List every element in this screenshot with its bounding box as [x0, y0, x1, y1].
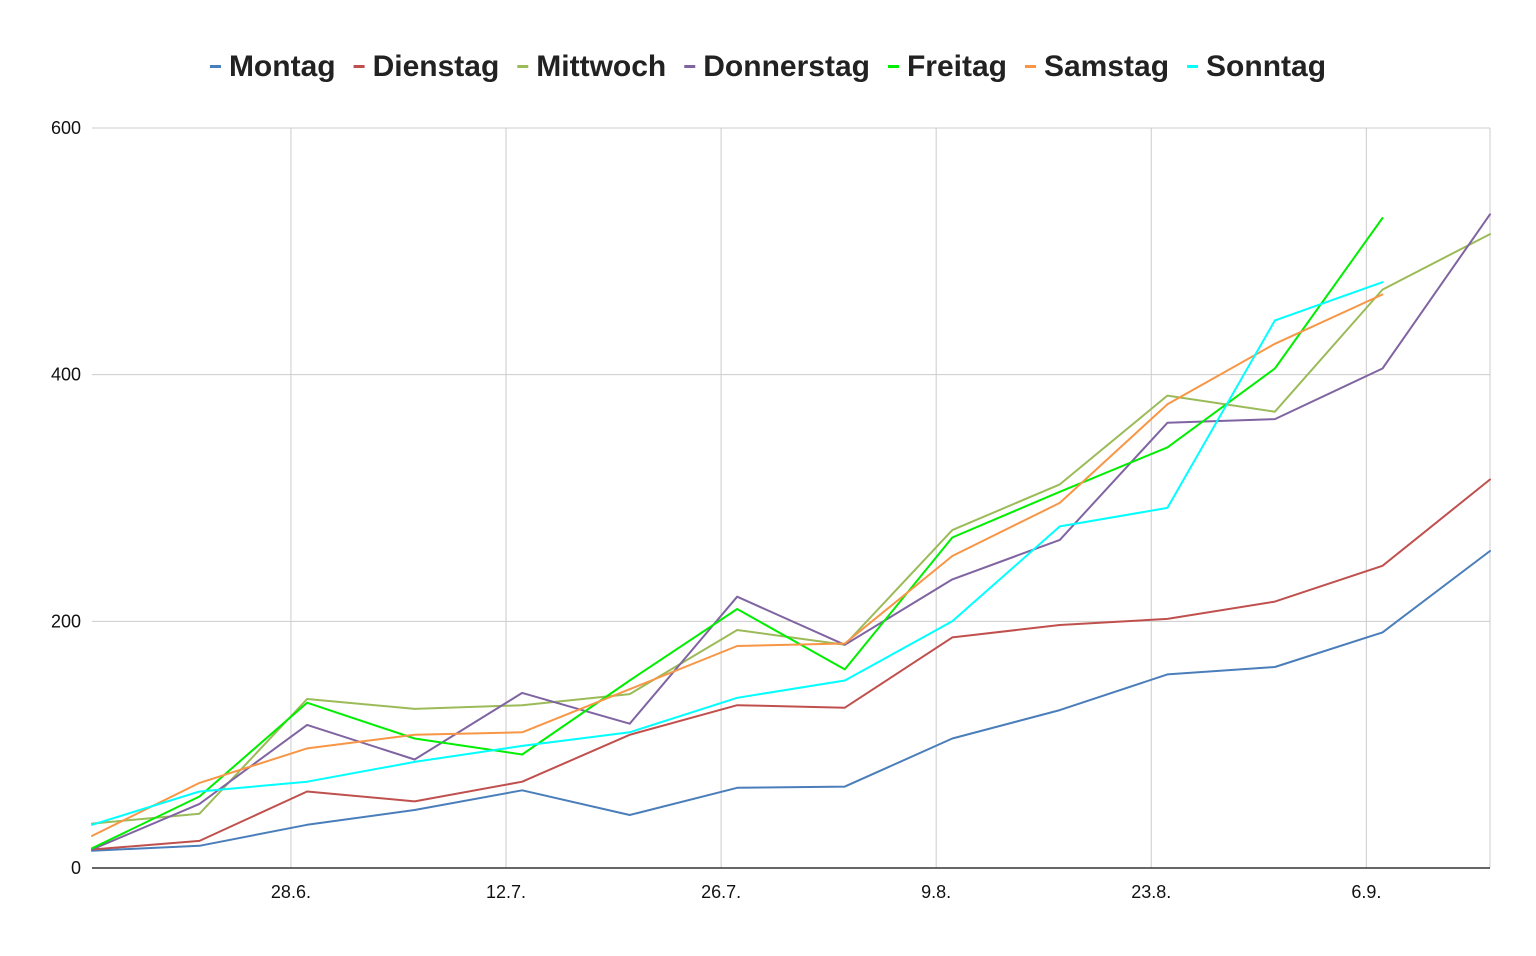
y-tick-label: 0: [71, 858, 81, 878]
legend-marker: [517, 65, 529, 68]
y-tick-label: 600: [51, 118, 81, 138]
legend-label: Mittwoch: [536, 50, 666, 83]
series-line-samstag: [91, 293, 1384, 837]
legend-marker: [1024, 65, 1036, 68]
x-tick-label: 6.9.: [1351, 882, 1381, 902]
y-tick-label: 200: [51, 611, 81, 631]
legend-marker: [1187, 65, 1199, 68]
legend-label: Sonntag: [1206, 50, 1326, 83]
x-axis-ticks: 28.6. 12.7. 26.7. 9.8. 23.8. 6.9.: [271, 882, 1381, 902]
series-line-montag: [91, 550, 1491, 852]
legend-marker: [684, 65, 696, 68]
series-line-donnerstag: [91, 213, 1491, 851]
legend-marker: [209, 65, 221, 68]
chart-grid: [92, 127, 1491, 868]
legend-label: Samstag: [1044, 50, 1169, 83]
x-tick-label: 26.7.: [701, 882, 741, 902]
legend-label: Dienstag: [373, 50, 500, 83]
y-axis-ticks: 0 200 400 600: [51, 118, 81, 878]
legend-label: Montag: [229, 50, 336, 83]
legend-label: Donnerstag: [703, 50, 870, 83]
x-tick-label: 12.7.: [486, 882, 526, 902]
x-tick-label: 9.8.: [921, 882, 951, 902]
legend-item: Mittwoch: [517, 50, 666, 83]
series-line-dienstag: [91, 478, 1491, 851]
legend-item: Freitag: [887, 50, 1007, 83]
series-line-freitag: [91, 217, 1384, 850]
legend-item: Samstag: [1024, 50, 1169, 83]
legend-item: Donnerstag: [684, 50, 870, 83]
chart-series: [91, 213, 1491, 852]
legend-item: Dienstag: [353, 50, 500, 83]
legend-marker: [353, 65, 365, 68]
legend-item: Montag: [209, 50, 336, 83]
series-line-sonntag: [91, 281, 1384, 826]
x-tick-label: 23.8.: [1131, 882, 1171, 902]
legend-label: Freitag: [907, 50, 1007, 83]
legend-item: Sonntag: [1187, 50, 1326, 83]
y-tick-label: 400: [51, 365, 81, 385]
chart-legend: Montag Dienstag Mittwoch Donnerstag Freitag S…: [209, 50, 1326, 83]
x-tick-label: 28.6.: [271, 882, 311, 902]
legend-marker: [887, 65, 899, 68]
series-line-mittwoch: [91, 233, 1491, 825]
